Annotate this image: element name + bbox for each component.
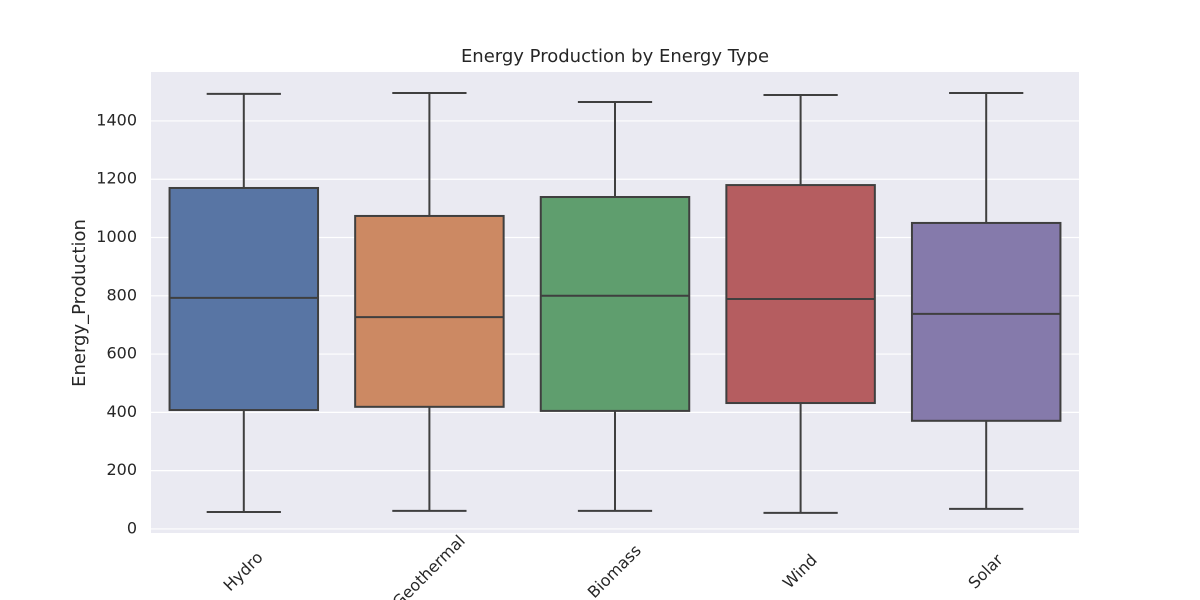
chart-title: Energy Production by Energy Type bbox=[461, 46, 769, 67]
x-tick-label: Biomass bbox=[584, 541, 645, 600]
y-tick-label: 400 bbox=[106, 402, 137, 421]
x-tick-label: Solar bbox=[964, 550, 1007, 593]
box bbox=[910, 221, 1062, 422]
y-tick-label: 1200 bbox=[96, 169, 137, 188]
y-tick-label: 600 bbox=[106, 344, 137, 363]
y-tick-label: 1000 bbox=[96, 227, 137, 246]
box bbox=[539, 196, 691, 412]
box bbox=[354, 214, 505, 408]
y-axis-label: Energy_Production bbox=[69, 219, 90, 387]
x-tick-label: Wind bbox=[779, 550, 821, 592]
y-tick-label: 200 bbox=[106, 460, 137, 479]
x-tick-label: Hydro bbox=[220, 548, 267, 595]
x-tick-label: Geothermal bbox=[389, 531, 469, 600]
y-tick-label: 800 bbox=[106, 285, 137, 304]
y-tick-label: 1400 bbox=[96, 110, 137, 129]
y-tick-label: 0 bbox=[127, 518, 137, 537]
box bbox=[725, 184, 876, 405]
box bbox=[168, 186, 320, 412]
